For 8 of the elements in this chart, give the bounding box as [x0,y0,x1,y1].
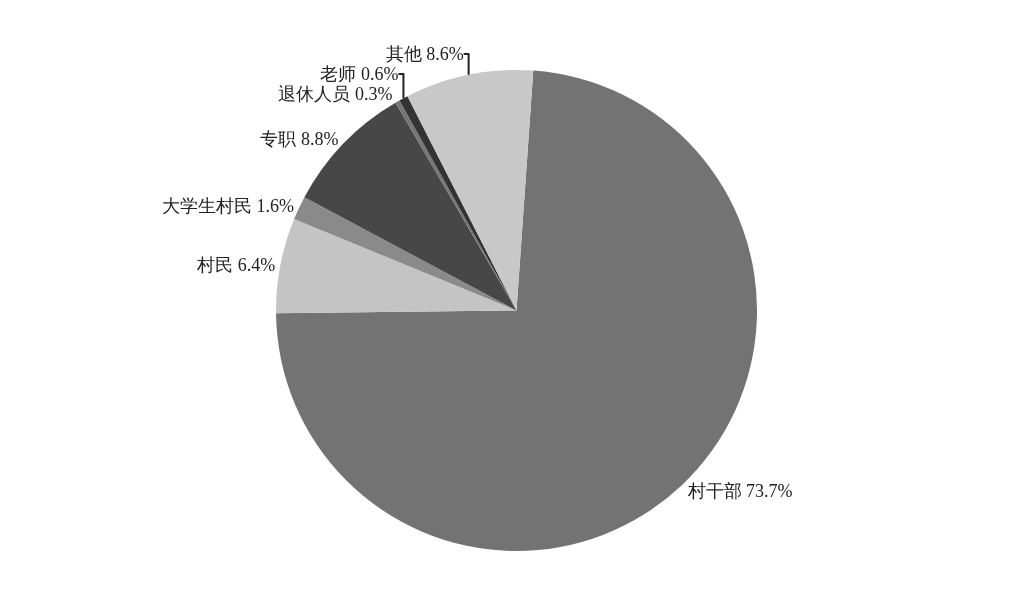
slice-label: 村干部 73.7% [686,480,793,501]
pie-slice [294,197,517,311]
slice-label: 村民 6.4% [196,254,276,275]
slice-label: 其他 8.6% [385,43,464,64]
slice-label: 大学生村民 1.6% [161,196,294,217]
slice-label: 退休人员 0.3% [278,83,393,104]
slice-label: 专职 8.8% [260,128,339,149]
slice-label: 老师 0.6% [320,63,399,84]
